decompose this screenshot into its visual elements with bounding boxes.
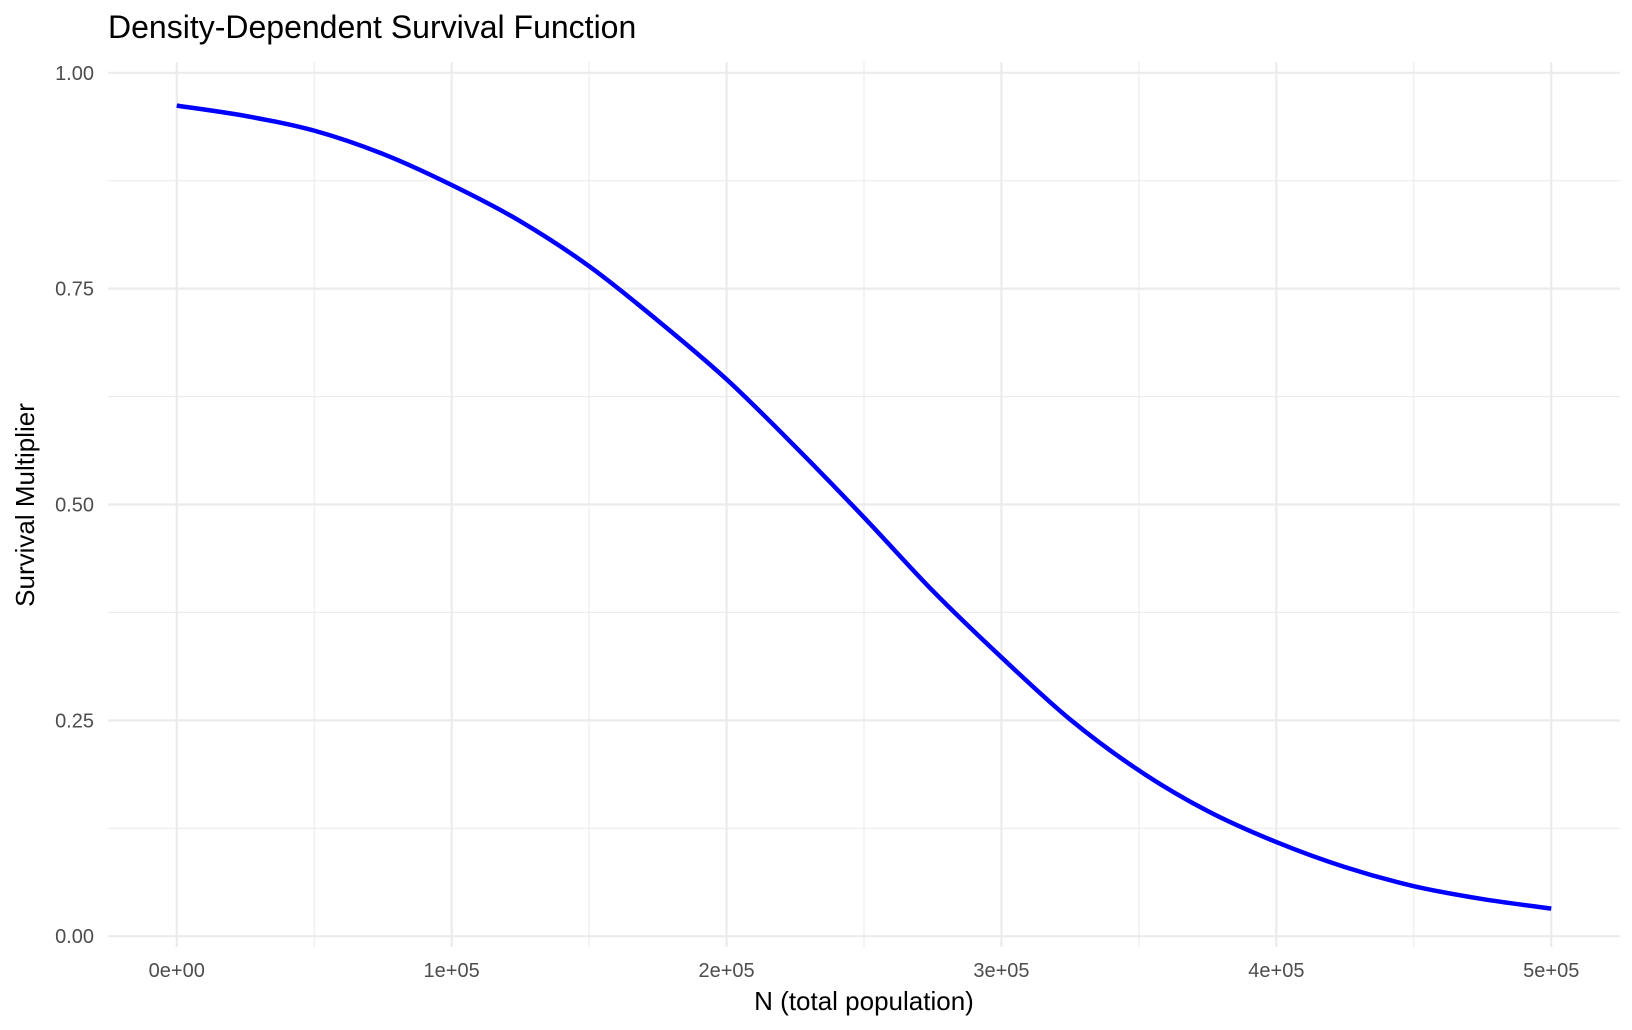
y-axis-title: Survival Multiplier bbox=[10, 403, 40, 607]
gridlines bbox=[108, 62, 1620, 947]
y-tick-label: 0.00 bbox=[55, 926, 94, 948]
x-tick-label: 5e+05 bbox=[1523, 960, 1579, 982]
x-axis-title: N (total population) bbox=[754, 986, 974, 1016]
y-tick-label: 0.50 bbox=[55, 495, 94, 517]
tick-labels: 0e+00 1e+05 2e+05 3e+05 4e+05 5e+05 0.00 0.25 0.… bbox=[55, 63, 1579, 982]
x-tick-label: 1e+05 bbox=[424, 960, 480, 982]
x-tick-label: 3e+05 bbox=[973, 960, 1029, 982]
y-tick-label: 0.75 bbox=[55, 279, 94, 301]
x-tick-label: 2e+05 bbox=[698, 960, 754, 982]
y-tick-label: 0.25 bbox=[55, 710, 94, 732]
x-tick-label: 4e+05 bbox=[1248, 960, 1304, 982]
chart-title: Density-Dependent Survival Function bbox=[108, 9, 636, 45]
series-layer bbox=[176, 103, 1552, 911]
x-tick-label: 0e+00 bbox=[149, 960, 205, 982]
survival-curve-line bbox=[176, 103, 1552, 911]
y-tick-label: 1.00 bbox=[55, 63, 94, 85]
